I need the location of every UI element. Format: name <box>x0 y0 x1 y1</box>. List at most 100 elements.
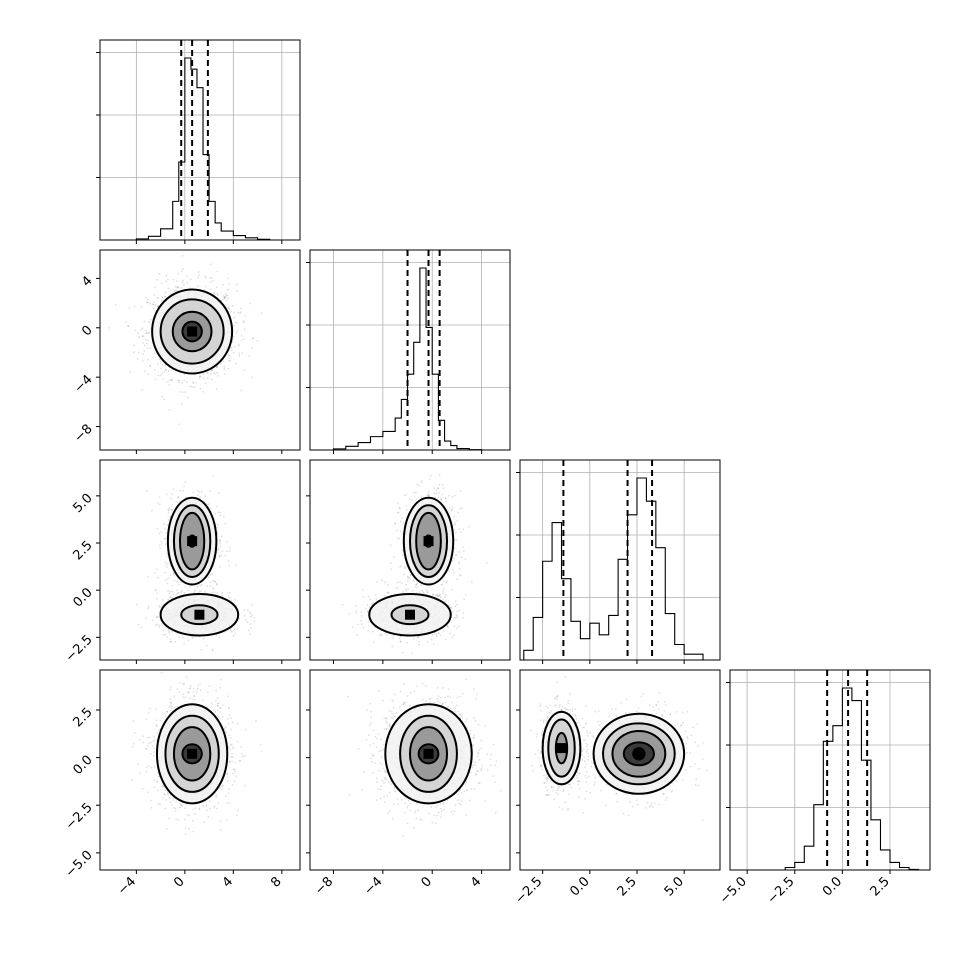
sample-point <box>399 566 401 569</box>
contour-line <box>423 534 434 548</box>
sample-point <box>235 564 238 566</box>
sample-point <box>147 373 150 376</box>
sample-point <box>439 634 442 637</box>
sample-point <box>401 549 404 552</box>
sample-point <box>385 634 388 636</box>
sample-point <box>210 507 212 510</box>
sample-point <box>369 598 371 601</box>
sample-point <box>132 351 135 354</box>
sample-point <box>415 498 418 501</box>
histogram-step-series <box>124 57 271 241</box>
sample-point <box>228 564 231 567</box>
sample-point <box>164 579 167 582</box>
sample-point <box>435 492 438 495</box>
sample-point <box>174 640 177 643</box>
sample-point <box>237 311 239 314</box>
sample-point <box>189 685 192 687</box>
sample-point <box>145 329 148 332</box>
sample-point <box>246 621 249 624</box>
sample-point <box>158 544 161 547</box>
sample-point <box>199 375 201 378</box>
sample-point <box>422 592 425 595</box>
sample-point <box>379 634 382 637</box>
sample-point <box>169 640 172 643</box>
sample-point <box>146 298 149 301</box>
sample-point <box>442 487 445 490</box>
sample-point <box>203 500 206 503</box>
sample-point <box>462 612 465 615</box>
sample-point <box>144 370 146 373</box>
sample-point <box>406 575 409 578</box>
sample-point <box>202 373 205 376</box>
sample-point <box>399 641 402 643</box>
sample-point <box>232 634 235 637</box>
sample-point <box>166 577 169 580</box>
sample-point <box>171 584 174 587</box>
sample-point <box>184 391 187 393</box>
sample-point <box>172 593 175 596</box>
sample-point <box>149 365 152 367</box>
sample-point <box>156 502 159 504</box>
sample-point <box>148 321 151 324</box>
sample-point <box>149 302 152 305</box>
sample-point <box>215 663 217 665</box>
sample-point <box>455 531 457 534</box>
sample-point <box>427 494 430 497</box>
sample-point <box>235 362 237 365</box>
sample-point <box>354 610 357 613</box>
sample-point <box>455 554 458 556</box>
sample-point <box>147 332 150 335</box>
sample-point <box>408 577 411 580</box>
sample-point <box>206 809 208 812</box>
sample-point <box>243 369 246 372</box>
sample-point <box>170 701 173 704</box>
sample-point <box>196 455 198 457</box>
sample-point <box>249 633 252 635</box>
sample-point <box>446 624 449 627</box>
sample-point <box>438 474 441 476</box>
density-peak <box>187 326 198 337</box>
sample-point <box>374 594 377 596</box>
sample-point <box>181 589 183 592</box>
sample-point <box>229 597 232 599</box>
histogram-panel-2 <box>306 249 511 451</box>
sample-point <box>415 491 417 494</box>
sample-point <box>180 591 183 594</box>
sample-point <box>181 403 183 405</box>
sample-point <box>401 582 403 585</box>
sample-point <box>151 303 154 306</box>
sample-point <box>372 630 375 633</box>
sample-point <box>224 296 227 299</box>
sample-point <box>145 342 148 345</box>
sample-point <box>159 540 162 543</box>
sample-point <box>372 641 375 644</box>
scatter-panel-1-4 <box>96 663 301 874</box>
sample-point <box>368 606 371 609</box>
sample-point <box>212 279 214 282</box>
sample-point <box>229 359 232 362</box>
sample-point <box>187 589 189 591</box>
sample-point <box>177 496 180 499</box>
sample-point <box>402 522 405 524</box>
sample-point <box>215 286 218 289</box>
sample-point <box>468 525 470 528</box>
sample-point <box>155 568 158 571</box>
sample-point <box>150 806 153 809</box>
sample-point <box>224 297 226 300</box>
sample-point <box>230 629 232 632</box>
sample-point <box>183 485 185 488</box>
sample-point <box>171 378 174 381</box>
sample-point <box>153 294 156 296</box>
sample-point <box>211 573 214 575</box>
sample-point <box>182 279 185 282</box>
sample-point <box>181 281 184 284</box>
sample-point <box>223 516 225 518</box>
sample-point <box>236 329 239 332</box>
sample-point <box>242 338 245 341</box>
sample-point <box>160 372 163 375</box>
sample-point <box>175 593 178 596</box>
sample-point <box>154 304 156 306</box>
sample-point <box>418 591 421 594</box>
sample-point <box>436 635 438 638</box>
sample-point <box>164 633 167 636</box>
